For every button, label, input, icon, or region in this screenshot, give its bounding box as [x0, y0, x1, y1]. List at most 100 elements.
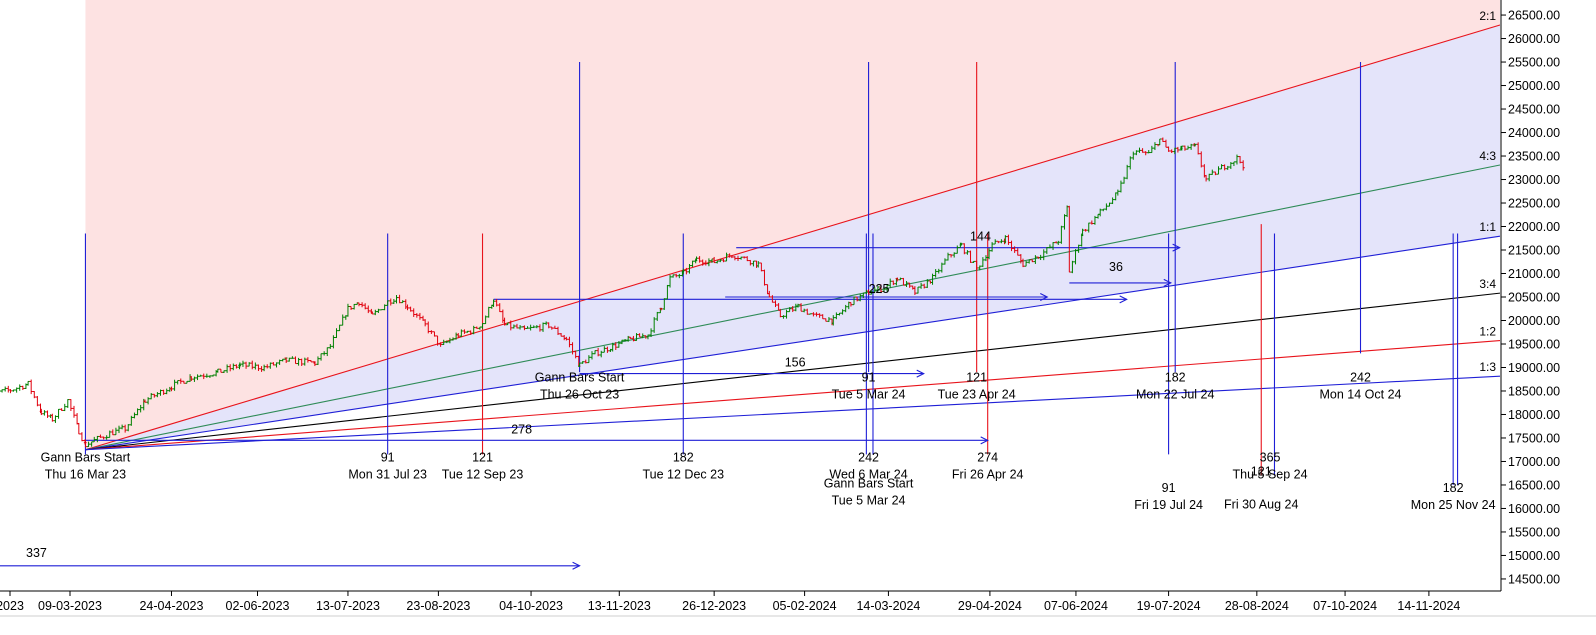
price-bar: [462, 329, 467, 334]
price-bar: [1199, 151, 1203, 168]
price-bar: [831, 315, 835, 326]
price-bar: [491, 299, 496, 307]
price-bar: [759, 262, 763, 272]
cycle-label-date: Mon 25 Nov 24: [1411, 498, 1496, 512]
price-bar: [278, 359, 282, 365]
price-bar: [1021, 258, 1025, 268]
price-bar: [704, 260, 708, 266]
price-bar: [405, 304, 410, 311]
y-tick-label: 19000.00: [1508, 361, 1560, 375]
price-bar: [593, 350, 597, 355]
price-bar: [649, 328, 653, 338]
price-bar: [373, 309, 377, 316]
price-bar: [742, 256, 746, 259]
fan-ratio-label: 4:3: [1479, 149, 1496, 163]
price-bar: [778, 308, 782, 318]
price-bar: [370, 311, 374, 315]
x-tick-label: 14-11-2024: [1397, 599, 1460, 613]
price-bar: [855, 296, 859, 302]
price-bar: [646, 334, 650, 340]
fan-shaded-zones: [85, 0, 1500, 450]
price-bar: [532, 325, 536, 329]
fan-line-4: [85, 340, 1501, 451]
price-bar: [1042, 249, 1046, 261]
price-bar: [15, 387, 19, 393]
price-bar: [570, 342, 575, 355]
y-tick-label: 18500.00: [1508, 384, 1560, 398]
y-tick-label: 18000.00: [1508, 408, 1560, 422]
x-axis: 2023 09-03-2023 24-04-2023 02-06-2023 13-07-…: [0, 590, 1596, 631]
x-tick-label: 13-11-2023: [588, 599, 651, 613]
price-bar: [448, 337, 452, 344]
price-bar: [1125, 164, 1129, 180]
price-bar: [487, 306, 491, 318]
price-bar: [268, 362, 272, 369]
price-bar: [538, 324, 542, 332]
price-bar: [376, 308, 381, 313]
y-tick-label: 16000.00: [1508, 502, 1560, 516]
price-bar: [858, 293, 862, 302]
y-tick-label: 15000.00: [1508, 549, 1560, 563]
price-bar: [296, 357, 301, 366]
y-tick-label: 24000.00: [1508, 126, 1560, 140]
price-bar: [179, 378, 183, 384]
price-bar: [216, 368, 220, 373]
y-tick-label: 23500.00: [1508, 150, 1560, 164]
price-bar: [870, 290, 874, 295]
price-bar: [674, 273, 678, 278]
price-bar: [225, 364, 229, 373]
price-bar: [791, 305, 795, 313]
price-bar: [605, 346, 610, 353]
price-bar: [518, 325, 522, 330]
price-bar: [888, 278, 892, 288]
price-bar: [748, 259, 752, 266]
y-tick-label: 26500.00: [1508, 9, 1560, 23]
price-bar: [300, 358, 304, 366]
fan-line-0: [85, 24, 1501, 451]
price-bar: [946, 252, 950, 261]
price-bar: [287, 357, 291, 362]
price-bar: [338, 324, 342, 332]
price-bar: [49, 414, 53, 418]
price-bar: [509, 320, 513, 331]
price-bar: [821, 314, 825, 320]
price-bar: [990, 242, 994, 252]
price-bar: [522, 325, 527, 331]
price-bar: [50, 413, 54, 422]
x-tick-label: 26-12-2023: [682, 599, 746, 613]
price-bar: [901, 277, 906, 286]
price-bar: [1013, 246, 1017, 253]
price-bar: [987, 248, 991, 260]
arrow-head: [1172, 243, 1181, 252]
price-bar: [165, 388, 169, 395]
price-bar: [751, 260, 756, 267]
price-bar: [1101, 208, 1105, 212]
price-bar: [397, 294, 402, 304]
price-bar: [152, 393, 156, 398]
price-bar: [253, 362, 257, 370]
price-bar: [182, 380, 186, 384]
price-bar: [584, 359, 588, 364]
x-axis-panel: [0, 592, 1596, 631]
cycle-label-count: 182: [673, 450, 694, 464]
arrow-length-label: 144: [970, 230, 991, 244]
price-bar: [429, 330, 433, 334]
price-bar: [596, 347, 600, 357]
cycle-label-date: Fri 19 Jul 24: [1134, 498, 1203, 512]
x-tick-label: 24-04-2023: [139, 599, 203, 613]
price-bar: [861, 292, 865, 299]
price-bar: [844, 304, 848, 313]
arrow-head: [1163, 278, 1173, 287]
price-bar: [199, 374, 203, 377]
price-bar: [940, 262, 944, 273]
price-bar: [389, 298, 393, 306]
price-bar: [265, 364, 269, 369]
price-bar: [655, 311, 659, 321]
price-bar: [802, 308, 806, 313]
price-bar: [1087, 222, 1091, 233]
price-bar: [379, 309, 384, 311]
cycle-label-date: Thu 16 Mar 23: [45, 467, 126, 481]
price-bar: [325, 347, 329, 357]
price-bar: [383, 304, 387, 311]
